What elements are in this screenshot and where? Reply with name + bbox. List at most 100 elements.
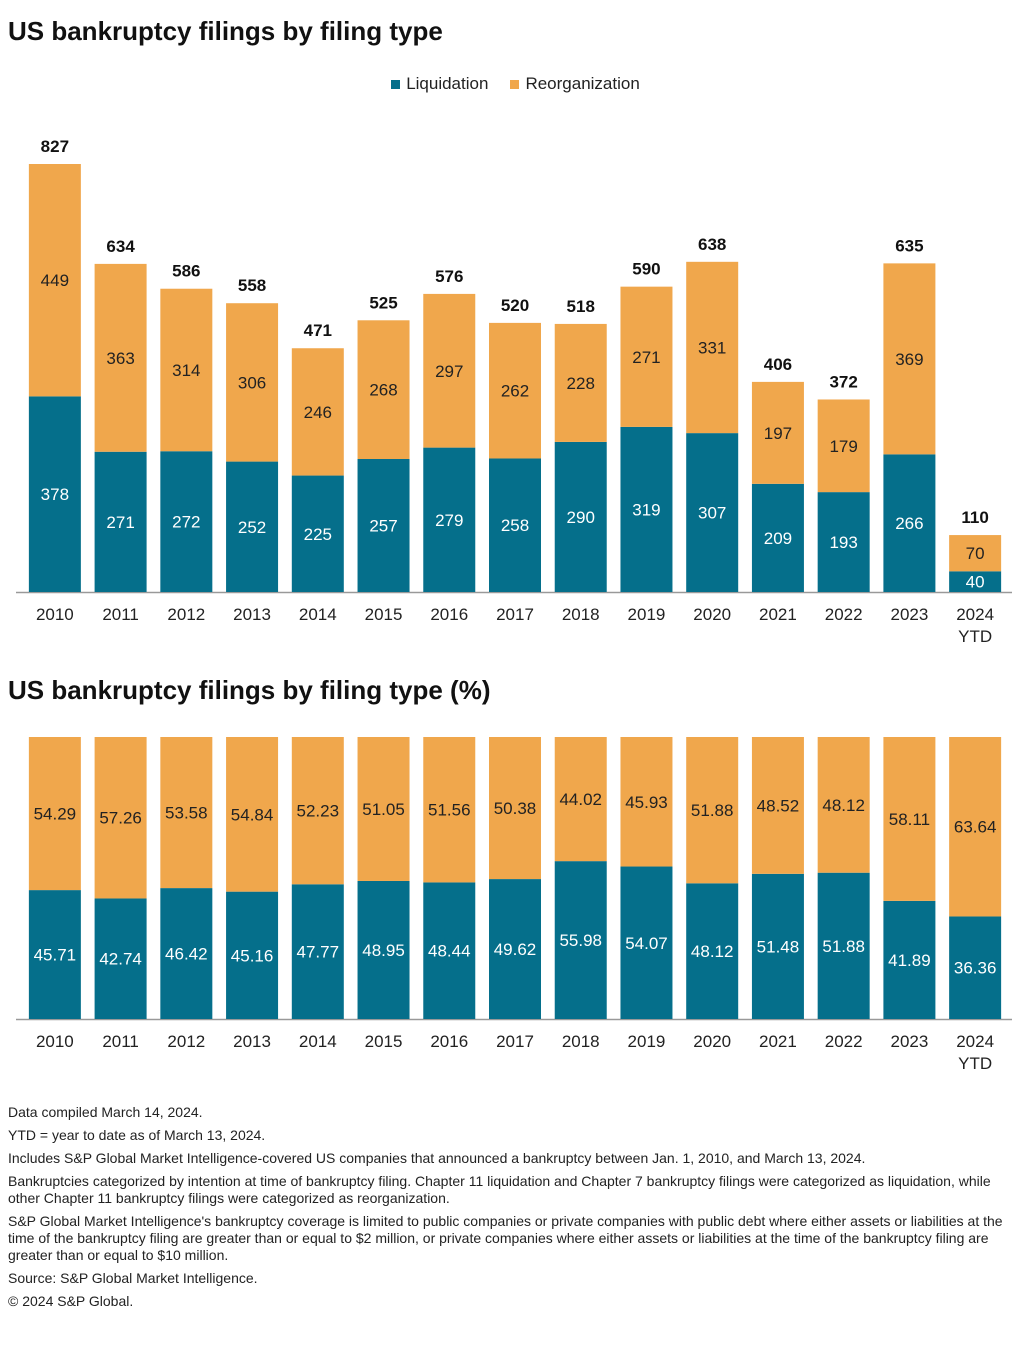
reorganization-data-label: 306 xyxy=(238,373,266,392)
reorganization-bar xyxy=(686,261,739,434)
liquidation-bar xyxy=(423,882,476,1019)
reorganization-bar xyxy=(949,737,1002,917)
x-tick-label: 2014 xyxy=(299,605,337,624)
filings-percent-chart: 45.71 54.29 2010 42.74 57.26 2011 46.42 53.58 20… xyxy=(16,737,1012,1073)
x-tick-label: 2010 xyxy=(36,1032,74,1051)
reorganization-data-label: 53.58 xyxy=(165,804,208,823)
reorganization-bar xyxy=(226,737,279,892)
liquidation-data-label: 252 xyxy=(238,518,266,537)
reorganization-data-label: 228 xyxy=(567,374,595,393)
x-tick-label: 2022 xyxy=(825,1032,863,1051)
reorganization-bar xyxy=(291,348,344,476)
reorganization-data-label: 369 xyxy=(895,350,923,369)
legend-item-reorganization: Reorganization xyxy=(510,74,640,94)
liquidation-bar xyxy=(357,458,410,592)
reorganization-data-label: 70 xyxy=(966,544,985,563)
liquidation-data-label: 41.89 xyxy=(888,951,931,970)
liquidation-swatch xyxy=(391,79,401,89)
liquidation-bar xyxy=(28,396,81,592)
reorganization-data-label: 57.26 xyxy=(99,809,142,828)
liquidation-bar xyxy=(949,571,1002,592)
x-tick-label: 2018 xyxy=(562,605,600,624)
liquidation-data-label: 271 xyxy=(106,513,134,532)
x-tick-label: 2019 xyxy=(628,1032,666,1051)
liquidation-bar xyxy=(883,900,936,1019)
liquidation-data-label: 45.71 xyxy=(34,946,77,965)
reorganization-data-label: 51.56 xyxy=(428,801,471,820)
liquidation-bar xyxy=(94,898,147,1019)
liquidation-data-label: 48.95 xyxy=(362,941,405,960)
x-tick-label: 2012 xyxy=(167,1032,205,1051)
total-data-label: 827 xyxy=(41,137,69,156)
reorganization-data-label: 179 xyxy=(829,437,857,456)
note-includes: Includes S&P Global Market Intelligence-… xyxy=(8,1150,866,1166)
liquidation-bar xyxy=(751,483,804,592)
liquidation-data-label: 272 xyxy=(172,513,200,532)
reorganization-data-label: 197 xyxy=(764,424,792,443)
reorganization-bar xyxy=(817,737,870,873)
liquidation-bar xyxy=(357,880,410,1019)
liquidation-data-label: 266 xyxy=(895,514,923,533)
x-tick-label: 2013 xyxy=(233,1032,271,1051)
reorganization-bar xyxy=(620,286,673,427)
chart1-title: US bankruptcy filings by filing type xyxy=(8,16,443,46)
x-tick-label: 2016 xyxy=(430,1032,468,1051)
reorganization-data-label: 246 xyxy=(304,403,332,422)
reorganization-data-label: 363 xyxy=(106,349,134,368)
total-data-label: 110 xyxy=(961,508,988,527)
liquidation-data-label: 209 xyxy=(764,529,792,548)
x-tick-label: 2017 xyxy=(496,605,534,624)
x-tick-label: 2011 xyxy=(102,1032,139,1051)
liquidation-bar xyxy=(817,872,870,1019)
liquidation-bar xyxy=(160,888,213,1019)
liquidation-bar xyxy=(94,451,147,592)
x-tick-label: 2011 xyxy=(102,605,139,624)
reorganization-bar xyxy=(423,737,476,883)
reorganization-data-label: 54.84 xyxy=(231,805,274,824)
x-tick-label: 2021 xyxy=(759,1032,797,1051)
liquidation-data-label: 40 xyxy=(966,573,985,592)
liquidation-bar xyxy=(226,891,279,1019)
x-tick-label: 2010 xyxy=(36,605,74,624)
liquidation-data-label: 51.48 xyxy=(757,937,800,956)
reorganization-bar xyxy=(883,737,936,901)
total-data-label: 586 xyxy=(172,262,200,281)
reorganization-bar xyxy=(357,737,410,881)
chart-notes: Data compiled March 14, 2024. YTD = year… xyxy=(8,1104,1023,1316)
note-coverage: S&P Global Market Intelligence's bankrup… xyxy=(8,1213,1003,1263)
legend-label-liquidation: Liquidation xyxy=(406,74,489,93)
liquidation-bar xyxy=(554,861,607,1019)
reorganization-data-label: 51.05 xyxy=(362,800,405,819)
liquidation-data-label: 55.98 xyxy=(559,931,602,950)
x-tick-label: 2012 xyxy=(167,605,205,624)
legend-item-liquidation: Liquidation xyxy=(391,74,488,94)
total-data-label: 520 xyxy=(501,296,529,315)
liquidation-data-label: 307 xyxy=(698,504,726,523)
reorganization-data-label: 449 xyxy=(41,271,69,290)
reorganization-data-label: 51.88 xyxy=(691,801,734,820)
liquidation-bar xyxy=(226,461,279,592)
total-data-label: 634 xyxy=(106,237,135,256)
liquidation-data-label: 48.12 xyxy=(691,942,734,961)
reorganization-data-label: 50.38 xyxy=(494,799,537,818)
chart-legend: Liquidation Reorganization xyxy=(0,74,1031,94)
liquidation-data-label: 193 xyxy=(829,533,857,552)
liquidation-data-label: 47.77 xyxy=(297,943,340,962)
liquidation-data-label: 36.36 xyxy=(954,959,997,978)
liquidation-bar xyxy=(686,433,739,592)
chart2-title: US bankruptcy filings by filing type (%) xyxy=(8,675,491,705)
total-data-label: 638 xyxy=(698,235,726,254)
reorganization-bar xyxy=(751,381,804,484)
x-tick-label: 2020 xyxy=(693,1032,731,1051)
x-tick-label: 2023 xyxy=(890,605,928,624)
reorganization-bar xyxy=(291,737,344,885)
liquidation-bar xyxy=(686,883,739,1019)
x-tick-label: 2016 xyxy=(430,605,468,624)
liquidation-bar xyxy=(751,873,804,1019)
reorganization-data-label: 63.64 xyxy=(954,818,997,837)
liquidation-bar xyxy=(817,492,870,592)
liquidation-data-label: 378 xyxy=(41,485,69,504)
x-tick-label: 2018 xyxy=(562,1032,600,1051)
note-source: Source: S&P Global Market Intelligence. xyxy=(8,1270,258,1286)
liquidation-bar xyxy=(28,890,81,1019)
